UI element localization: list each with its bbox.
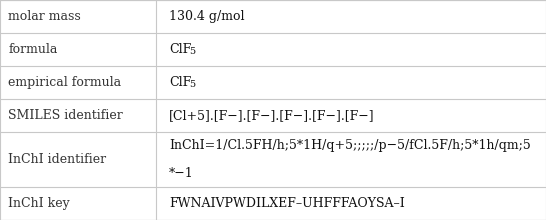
Bar	[156, 99, 546, 132]
Text: ClF: ClF	[169, 43, 192, 56]
Text: ClF: ClF	[169, 76, 192, 89]
Text: empirical formula: empirical formula	[8, 76, 121, 89]
Bar	[156, 187, 546, 220]
Bar	[156, 132, 546, 187]
Text: SMILES identifier: SMILES identifier	[8, 109, 123, 122]
Text: InChI key: InChI key	[8, 197, 70, 210]
Bar	[0, 0, 156, 33]
Bar	[156, 66, 546, 99]
Text: 5: 5	[189, 81, 195, 90]
Text: molar mass: molar mass	[8, 10, 81, 23]
Text: *−1: *−1	[169, 167, 194, 180]
Text: 5: 5	[189, 47, 195, 56]
Bar	[0, 132, 156, 187]
Bar	[156, 0, 546, 33]
Bar	[156, 33, 546, 66]
Bar	[0, 33, 156, 66]
Text: InChI identifier: InChI identifier	[8, 153, 106, 166]
Text: [Cl+5].[F−].[F−].[F−].[F−].[F−]: [Cl+5].[F−].[F−].[F−].[F−].[F−]	[169, 109, 375, 122]
Bar	[0, 187, 156, 220]
Text: FWNAIVPWDILXEF–UHFFFAOYSA–I: FWNAIVPWDILXEF–UHFFFAOYSA–I	[169, 197, 405, 210]
Text: 130.4 g/mol: 130.4 g/mol	[169, 10, 245, 23]
Bar	[0, 66, 156, 99]
Text: InChI=1/Cl.5FH/h;5*1H/q+5;;;;;/p−5/fCl.5F/h;5*1h/qm;5: InChI=1/Cl.5FH/h;5*1H/q+5;;;;;/p−5/fCl.5…	[169, 139, 531, 152]
Bar	[0, 99, 156, 132]
Text: formula: formula	[8, 43, 57, 56]
